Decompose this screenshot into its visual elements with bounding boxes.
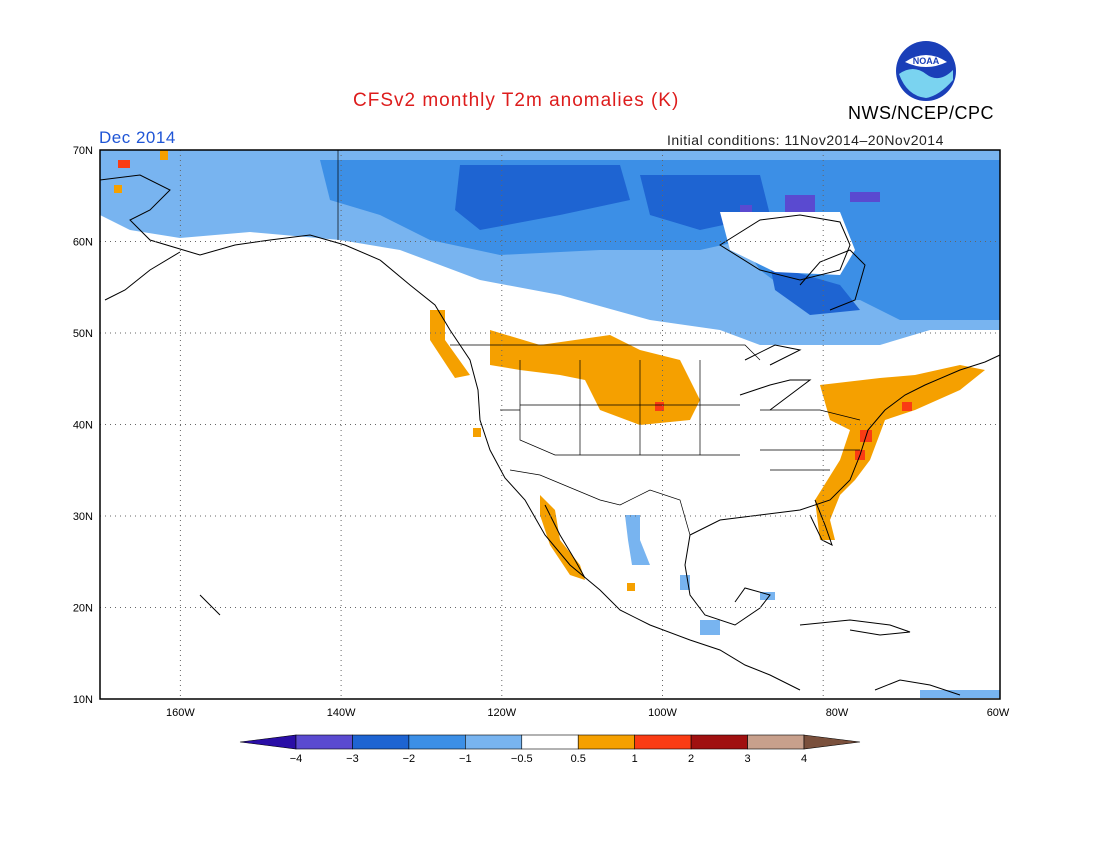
legend-tick-label: 2 [688,753,694,765]
legend-swatch [747,734,805,750]
lat-label: 20N [73,603,93,615]
legend-tick-label: −3 [346,753,359,765]
lon-label: 60W [987,707,1010,719]
legend-swatch [295,734,353,750]
negative-anomaly-shading [100,150,1000,698]
lat-label: 40N [73,420,93,432]
legend-tick-label: −4 [290,753,303,765]
lat-label: 70N [73,145,93,157]
map-frame [99,149,1001,700]
lat-label: 10N [73,694,93,706]
legend-swatch [690,734,748,750]
initial-conditions: Initial conditions: 11Nov2014–20Nov2014 [667,132,944,148]
legend-arrow-high [803,734,861,750]
legend-swatch [352,734,410,750]
lon-label: 160W [166,707,195,719]
legend-tick-label: −0.5 [511,753,533,765]
legend-tick-label: 1 [632,753,638,765]
legend-swatch [521,734,579,750]
noaa-logo: NOAA [895,40,957,102]
legend-tick-label: −1 [459,753,472,765]
legend-tick-label: 0.5 [571,753,586,765]
chart-title: CFSv2 monthly T2m anomalies (K) [353,90,680,111]
legend-swatch [634,734,692,750]
legend-tick-label: 3 [744,753,750,765]
legend-tick-label: 4 [801,753,807,765]
lon-label: 80W [826,707,849,719]
lat-label: 30N [73,511,93,523]
lon-axis: 160W 140W 120W 100W 80W 60W [166,707,1010,719]
lon-label: 140W [327,707,356,719]
lon-label: 120W [487,707,516,719]
political-borders [337,150,861,536]
coastlines [99,174,1001,696]
logo-text: NOAA [913,56,940,66]
lon-label: 100W [648,707,677,719]
legend-arrow-low [239,734,297,750]
legend-swatch [408,734,466,750]
legend-swatch [577,734,635,750]
agency-label: NWS/NCEP/CPC [848,103,995,123]
lat-lon-grid [100,150,1000,699]
lat-label: 60N [73,237,93,249]
lat-label: 50N [73,328,93,340]
lat-axis: 70N 60N 50N 40N 30N 20N 10N [73,145,93,706]
color-legend: −4 −3 −2 −1 −0.5 0.5 1 2 3 4 [239,734,861,765]
legend-swatch [465,734,523,750]
legend-tick-label: −2 [403,753,416,765]
forecast-month: Dec 2014 [99,128,176,147]
